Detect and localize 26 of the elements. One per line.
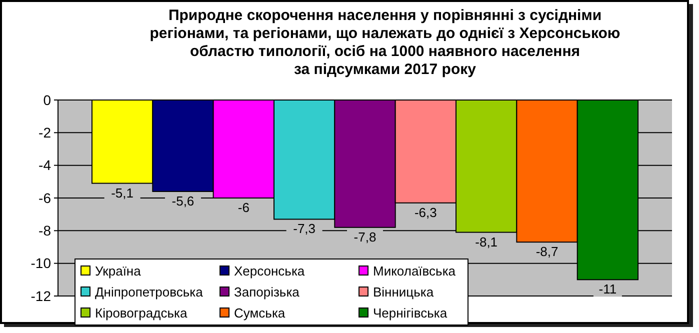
data-label: -6: [238, 200, 250, 215]
legend-label: Україна: [95, 264, 142, 279]
legend-label: Миколаївська: [373, 264, 456, 279]
legend-label: Вінницька: [373, 284, 434, 300]
data-label: -7,3: [293, 221, 316, 236]
y-tick-label: 0: [43, 92, 52, 108]
y-tick-label: -8: [38, 222, 52, 239]
chart-title: Природне скорочення населення у порівнянні з сусідніми регіонами, та регіонами, що належать до однієї з Херсонською областю типології, осіб на 1000 наявного населення за підсумками 2017 року: [150, 7, 620, 78]
data-label: -7,8: [354, 229, 376, 244]
legend-label: Сумська: [234, 306, 286, 321]
data-label: -5,1: [111, 185, 134, 200]
legend-label: Чернігівська: [373, 306, 448, 321]
data-label: -8,1: [475, 234, 498, 250]
y-tick-label: -12: [30, 288, 52, 304]
y-tick-label: -4: [38, 157, 52, 174]
data-label: -6,3: [414, 204, 437, 220]
y-tick-label: -2: [38, 124, 52, 141]
data-label: -11: [598, 282, 617, 297]
legend-label: Кіровоградська: [95, 306, 188, 321]
legend-label: Запорізька: [234, 284, 300, 300]
data-label: -5,6: [172, 193, 194, 208]
legend-label: Дніпропетровська: [95, 284, 204, 300]
legend-label: Херсонська: [234, 264, 306, 279]
y-tick-label: -10: [30, 255, 52, 272]
data-label: -8,7: [536, 244, 558, 260]
y-tick-label: -6: [38, 190, 52, 206]
